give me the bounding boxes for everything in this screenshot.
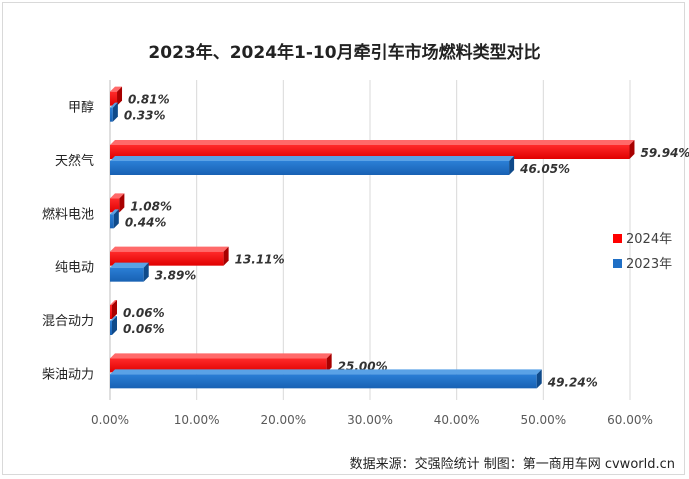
bar-side-face	[119, 193, 125, 213]
bar-top-face	[110, 300, 117, 305]
x-tick-label: 60.00%	[607, 413, 653, 427]
bar-side-face	[536, 369, 542, 389]
bar-side-face	[326, 353, 332, 373]
legend-swatch	[613, 234, 622, 243]
bar-top-face	[110, 193, 125, 199]
bar	[110, 267, 144, 282]
bar	[110, 145, 630, 159]
y-category-label: 柴油动力	[42, 367, 94, 382]
legend-label: 2024年	[626, 232, 672, 247]
y-category-label: 甲醇	[68, 100, 94, 116]
bar-side-face	[117, 86, 123, 106]
bar-top-face	[110, 156, 515, 161]
bar	[110, 198, 120, 213]
x-tick-label: 20.00%	[260, 413, 306, 427]
bar-side-face	[143, 262, 149, 282]
bar	[110, 214, 114, 229]
data-label: 13.11%	[235, 253, 285, 267]
bar-top-face	[110, 316, 117, 321]
x-tick-label: 40.00%	[434, 413, 480, 427]
bar-top-face	[110, 353, 332, 359]
source-note: 数据来源：交强险统计 制图：第一商用车网 cvworld.cn	[349, 457, 675, 472]
data-label: 0.44%	[125, 215, 167, 229]
data-label: 3.89%	[155, 269, 197, 283]
bar-side-face	[112, 102, 118, 122]
bar-side-face	[112, 300, 117, 319]
bar-top-face	[110, 209, 119, 215]
bar-top-face	[110, 102, 118, 108]
x-tick-label: 0.00%	[91, 413, 129, 427]
bar	[110, 321, 112, 335]
legend-swatch	[613, 259, 622, 268]
bar-side-face	[113, 209, 119, 229]
y-category-label: 天然气	[55, 153, 94, 169]
bar	[110, 107, 113, 122]
data-label: 49.24%	[547, 375, 598, 389]
bar-top-face	[110, 262, 149, 268]
bar	[110, 251, 224, 266]
y-category-label: 燃料电池	[42, 206, 94, 222]
y-category-label: 混合动力	[42, 314, 94, 329]
bar-top-face	[110, 369, 542, 375]
bar-side-face	[112, 316, 117, 335]
bar	[110, 374, 537, 389]
data-label: 1.08%	[130, 199, 172, 213]
x-tick-label: 10.00%	[174, 413, 220, 427]
bar-side-face	[223, 246, 229, 266]
data-label: 0.33%	[124, 109, 166, 123]
bar-side-face	[509, 156, 515, 175]
data-label: 0.81%	[128, 93, 170, 107]
bar-side-face	[629, 140, 635, 159]
bar	[110, 358, 327, 373]
bar	[110, 161, 510, 175]
x-tick-label: 50.00%	[520, 413, 566, 427]
bar	[110, 305, 112, 319]
data-label: 46.05%	[519, 162, 570, 176]
legend-label: 2023年	[626, 257, 672, 272]
data-label: 0.06%	[123, 306, 165, 320]
data-label: 59.94%	[640, 146, 689, 160]
bar-top-face	[110, 140, 635, 145]
chart-title: 2023年、2024年1-10月牵引车市场燃料类型对比	[148, 43, 541, 63]
bar-top-face	[110, 246, 229, 252]
data-label: 0.06%	[123, 322, 165, 336]
y-category-label: 纯电动	[55, 261, 94, 276]
bar-top-face	[110, 86, 123, 92]
x-tick-label: 30.00%	[347, 413, 393, 427]
chart-frame	[2, 2, 685, 475]
bar	[110, 91, 118, 106]
